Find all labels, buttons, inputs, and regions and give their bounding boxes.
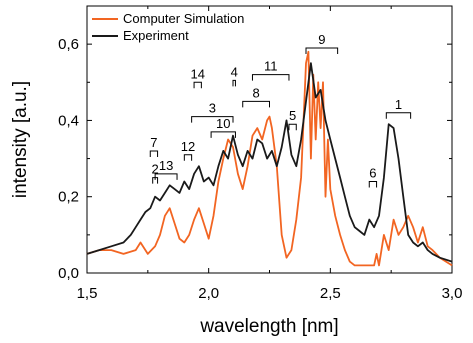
x-tick-label: 2,0 xyxy=(198,285,219,302)
legend-label: Computer Simulation xyxy=(123,11,244,26)
annotation-label: 3 xyxy=(209,101,216,116)
annotation-label: 1 xyxy=(395,97,402,112)
y-axis-title: intensity [a.u.] xyxy=(10,81,31,198)
annotation-bracket xyxy=(288,123,297,131)
y-tick-label: 0,4 xyxy=(58,112,79,129)
series-line-experiment xyxy=(86,62,453,263)
annotation-bracket xyxy=(385,112,412,119)
annotation-bracket xyxy=(305,47,339,54)
annotation-bracket xyxy=(149,150,159,157)
annotation-label: 13 xyxy=(159,158,173,173)
annotation-bracket xyxy=(368,180,378,188)
y-tick-label: 0,6 xyxy=(58,36,79,53)
annotation-bracket xyxy=(191,116,234,123)
legend-label: Experiment xyxy=(123,28,189,43)
annotation-label: 5 xyxy=(289,108,296,123)
annotation-label: 4 xyxy=(231,64,238,79)
annotation-label: 14 xyxy=(190,66,204,81)
annotation-bracket xyxy=(183,154,193,161)
annotation-label: 7 xyxy=(150,135,157,150)
annotation-label: 8 xyxy=(252,85,259,100)
x-tick-label: 2,5 xyxy=(320,285,341,302)
annotation-bracket xyxy=(210,131,236,138)
annotation-bracket xyxy=(154,173,178,180)
x-axis-title: wavelength [nm] xyxy=(199,316,338,337)
annotation-label: 12 xyxy=(181,139,195,154)
y-tick-label: 0,0 xyxy=(58,265,79,282)
annotation-bracket xyxy=(242,100,270,108)
series-line-simulation xyxy=(86,50,453,267)
annotation-label: 2 xyxy=(152,162,159,177)
y-tick-label: 0,2 xyxy=(58,189,79,206)
annotation-bracket xyxy=(232,79,236,87)
annotation-label: 11 xyxy=(264,59,278,74)
annotation-bracket xyxy=(251,74,290,81)
annotation-label: 9 xyxy=(318,32,325,47)
x-tick-label: 3,0 xyxy=(442,285,463,302)
x-tick-label: 1,5 xyxy=(77,285,98,302)
annotation-bracket xyxy=(193,81,202,89)
annotation-label: 6 xyxy=(369,165,376,180)
annotation-label: 10 xyxy=(216,116,230,131)
